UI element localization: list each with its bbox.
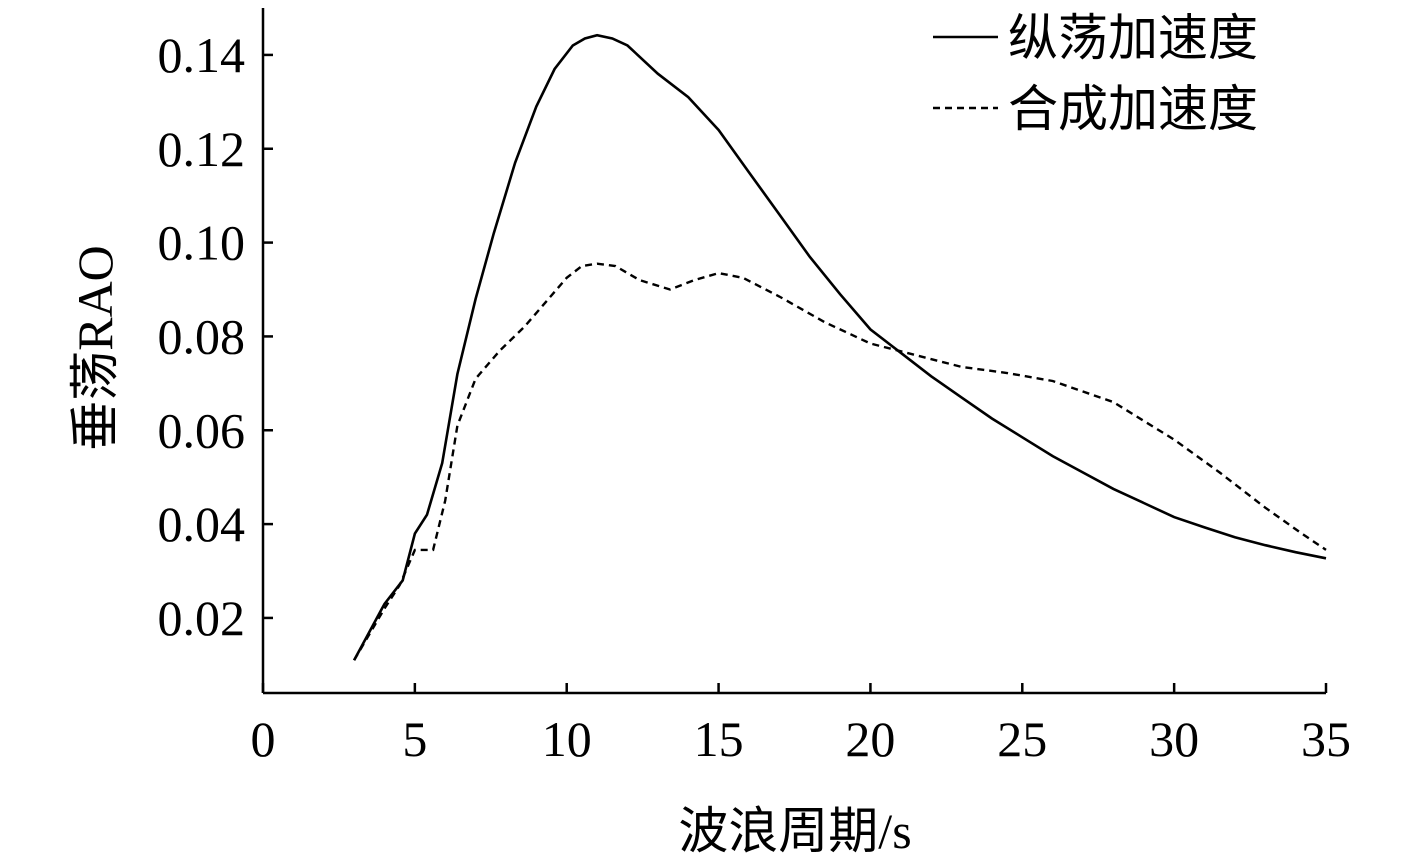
series-line-solid: [352, 33, 1327, 661]
series-layer: [352, 33, 1327, 661]
x-tick-label: 30: [1149, 711, 1199, 767]
x-tick-label: 15: [694, 711, 744, 767]
legend: 纵荡加速度 合成加速度: [933, 10, 1258, 137]
x-axis-title: 波浪周期/s: [678, 803, 911, 859]
series-line-dashed: [353, 262, 1327, 661]
legend-label-dashed: 合成加速度: [1008, 81, 1258, 137]
x-tick-label: 25: [997, 711, 1047, 767]
y-tick-label: 0.10: [158, 215, 246, 271]
x-tick-label: 35: [1301, 711, 1351, 767]
x-tick-label: 0: [251, 711, 276, 767]
y-tick-label: 0.04: [158, 496, 246, 552]
y-tick-label: 0.14: [158, 27, 246, 83]
y-tick-label: 0.12: [158, 121, 246, 177]
x-tick-label: 10: [542, 711, 592, 767]
y-tick-label: 0.02: [158, 590, 246, 646]
x-tick-label: 5: [402, 711, 427, 767]
y-axis-title: 垂荡RAO: [67, 245, 123, 451]
x-tick-label: 20: [845, 711, 895, 767]
axes: 0 5 10 15 20 25 30 35 0.02 0.04 0.06 0.08 0.10 0.12 0.…: [158, 8, 1351, 767]
y-tick-label: 0.08: [158, 308, 246, 364]
legend-label-solid: 纵荡加速度: [1008, 10, 1258, 66]
y-tick-label: 0.06: [158, 402, 246, 458]
